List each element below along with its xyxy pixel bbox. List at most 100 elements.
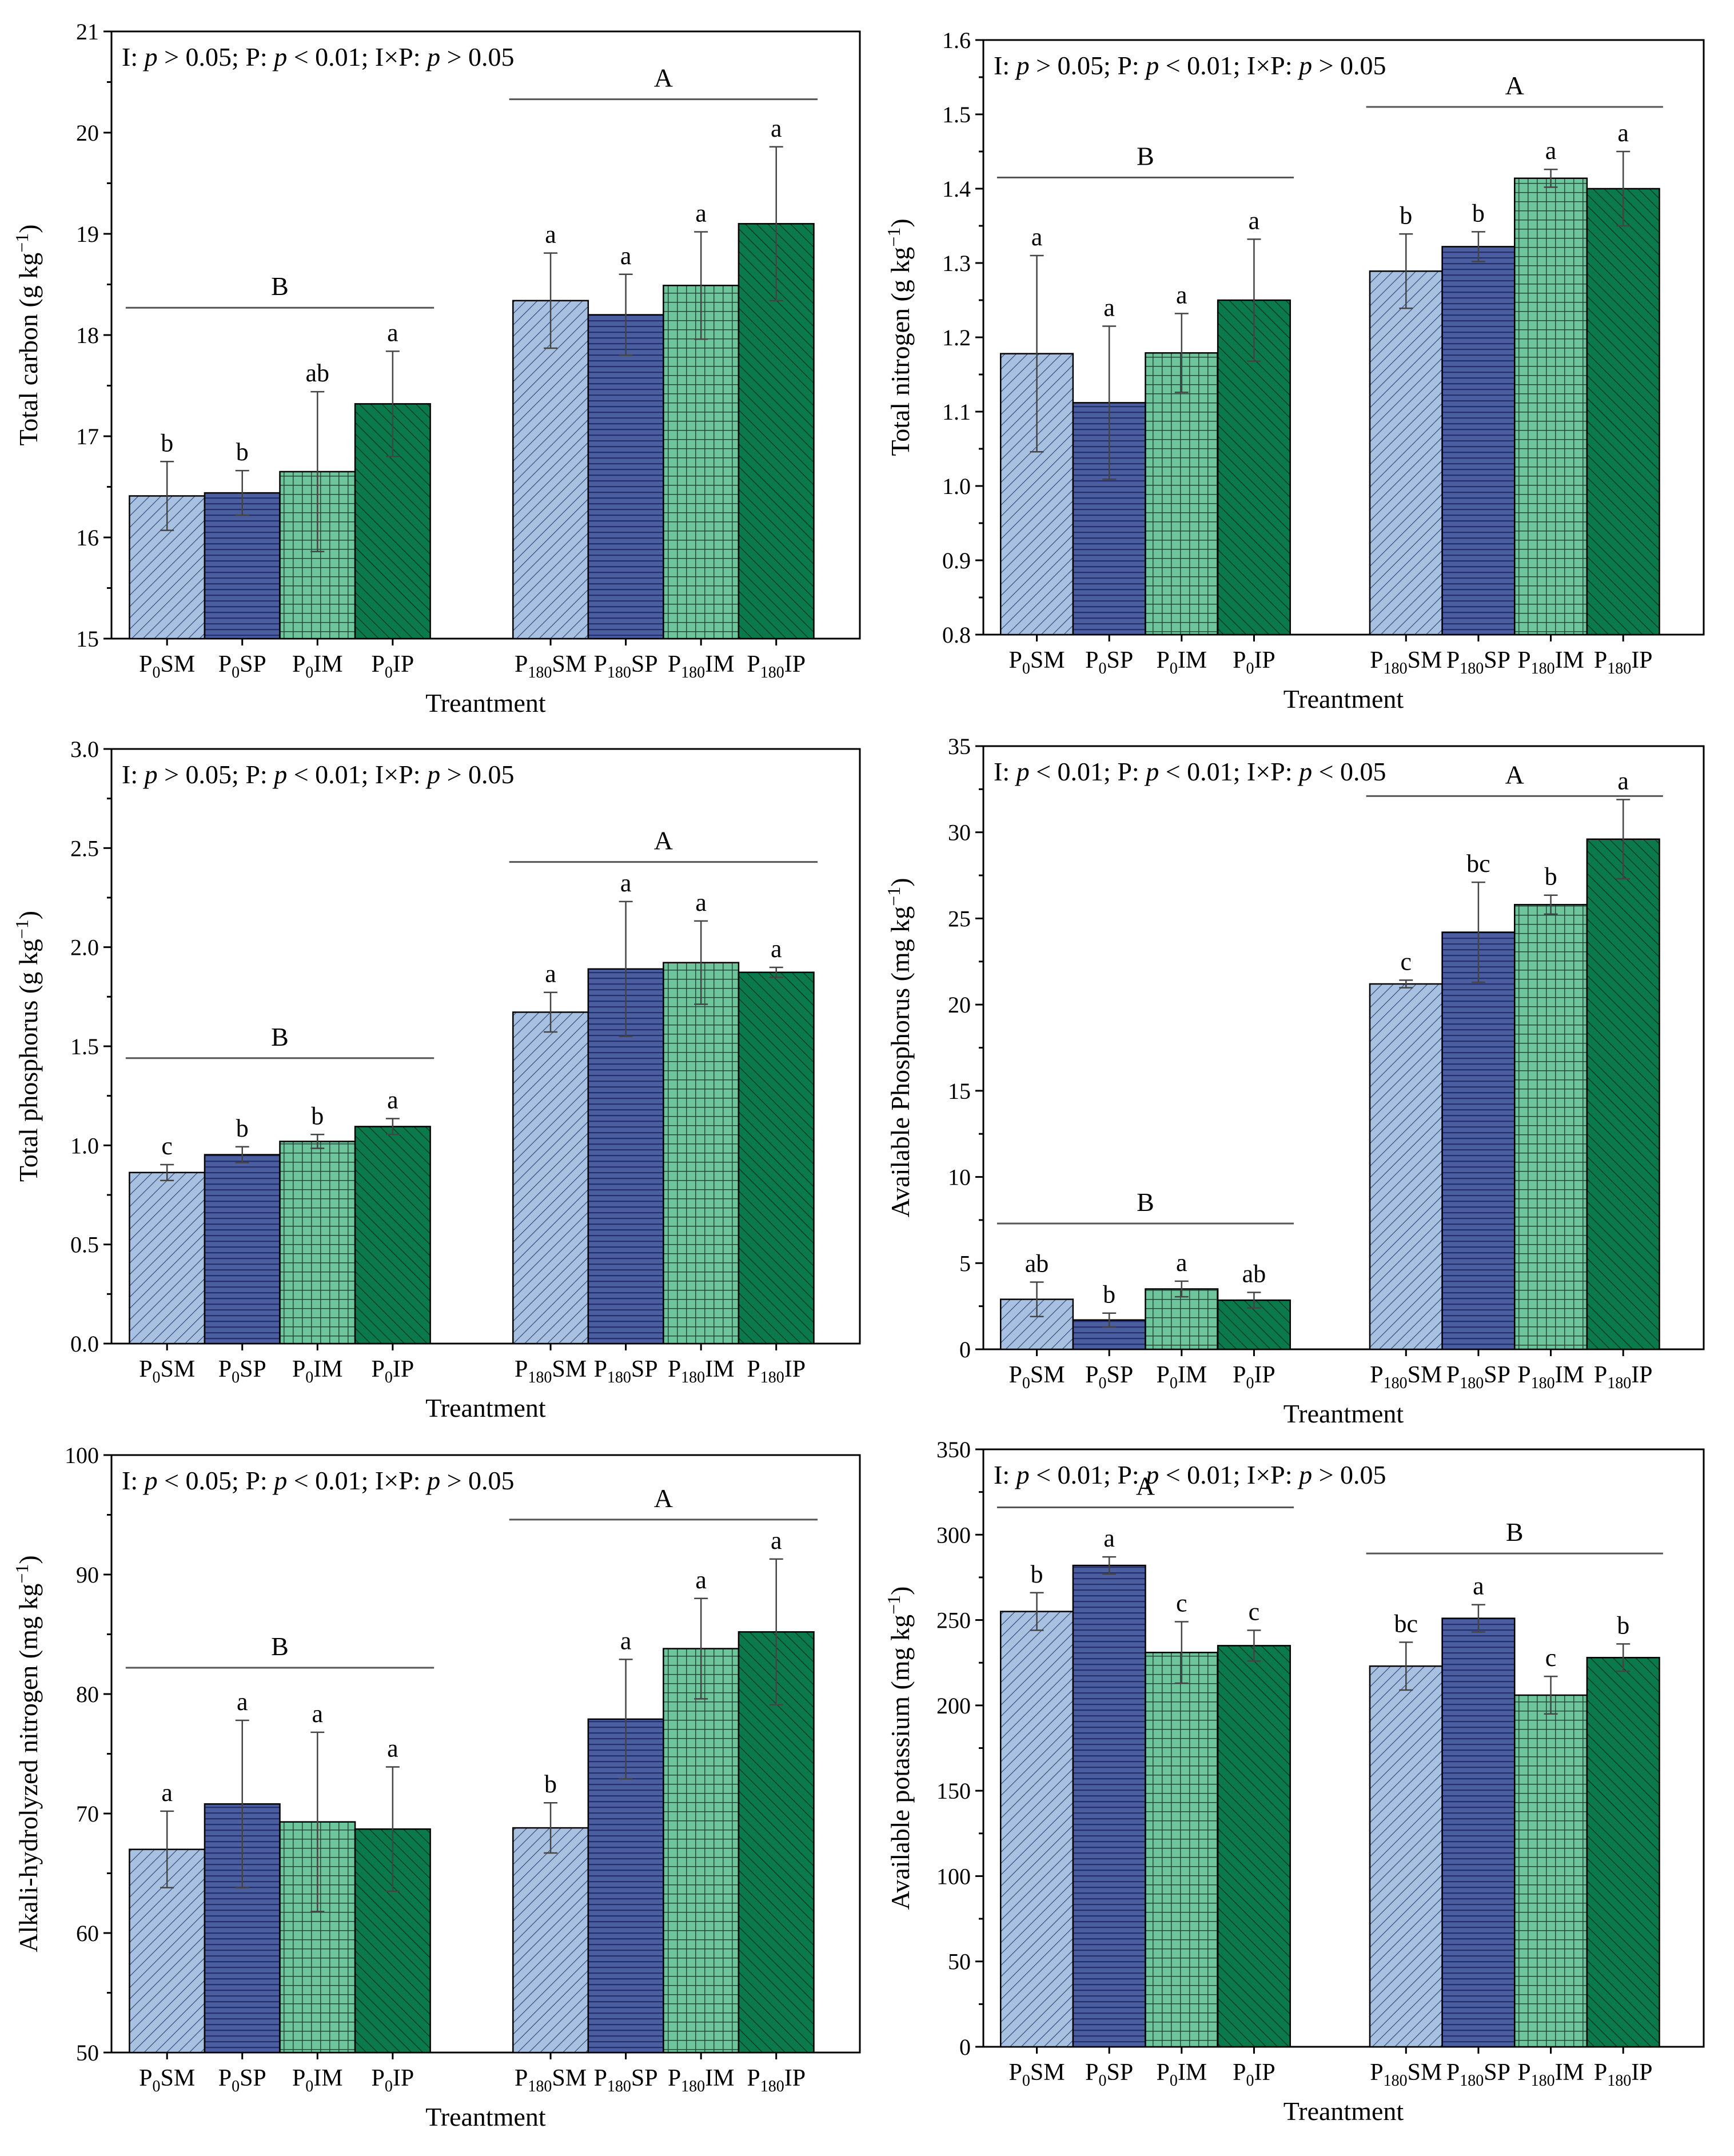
significance-letter: b: [311, 1102, 324, 1130]
y-tick-label: 19: [76, 221, 99, 247]
category-label: P0IP: [1233, 1362, 1275, 1392]
y-tick-label: 0: [959, 1337, 971, 1362]
y-tick-label: 100: [936, 1863, 971, 1889]
category-label: P180SP: [1446, 1362, 1510, 1392]
significance-letter: a: [695, 1566, 707, 1594]
significance-letter: a: [695, 199, 707, 227]
category-label: P180IP: [1594, 647, 1653, 678]
bar-p0im[interactable]: [1145, 352, 1219, 636]
category-label: P180IP: [1594, 1362, 1653, 1392]
bar-p180sp[interactable]: [1441, 246, 1516, 636]
chart-panel-4: 05101520253035abP0SMbP0SPaP0IMabP0IPcP18…: [883, 734, 1705, 1428]
category-label: P0SP: [218, 2065, 266, 2095]
x-axis-label: Treantment: [1283, 2097, 1404, 2126]
stat-annotation: I: p < 0.01; P: p < 0.01; I×P: p > 0.05: [994, 1460, 1386, 1489]
bar-p0im[interactable]: [1145, 1288, 1219, 1350]
significance-letter: a: [1176, 1249, 1187, 1277]
y-tick-label: 0.9: [942, 548, 971, 573]
y-tick-label: 2.0: [70, 935, 99, 961]
category-label: P180SM: [1370, 2059, 1442, 2090]
bar-p0sm[interactable]: [999, 1611, 1074, 2048]
category-label: P180SM: [515, 651, 587, 682]
bar-p180ip[interactable]: [1586, 1657, 1660, 2048]
significance-letter: c: [1176, 1589, 1187, 1617]
y-tick-label: 17: [76, 424, 99, 449]
bar-p180im[interactable]: [1514, 904, 1588, 1350]
significance-letter: a: [1249, 206, 1260, 234]
category-label: P0IM: [292, 1356, 343, 1386]
category-label: P0SM: [139, 1356, 195, 1386]
y-tick-label: 20: [948, 992, 971, 1018]
category-label: P0SP: [218, 1356, 266, 1386]
category-label: P180IM: [668, 1356, 735, 1386]
category-label: P180SP: [1446, 2059, 1510, 2090]
bar-p180sm[interactable]: [1369, 270, 1443, 636]
category-label: P180SP: [594, 2065, 658, 2095]
bar-p0ip[interactable]: [354, 1126, 431, 1345]
y-tick-label: 0.0: [70, 1331, 99, 1357]
group-letter: B: [1137, 142, 1154, 171]
bar-p180sm[interactable]: [512, 1827, 589, 2054]
bar-p180sp[interactable]: [1441, 931, 1516, 1350]
category-label: P0SP: [218, 651, 266, 682]
bar-p180im[interactable]: [1514, 1694, 1588, 2048]
bar-p0sm[interactable]: [129, 1171, 206, 1345]
bar-p0sp[interactable]: [204, 1154, 281, 1345]
bar-p180sm[interactable]: [1369, 1665, 1443, 2048]
y-axis-label: Total carbon (g kg−1): [11, 224, 43, 445]
significance-letter: bc: [1394, 1609, 1418, 1637]
bar-p180ip[interactable]: [1586, 838, 1660, 1350]
group-letter: B: [1506, 1517, 1524, 1547]
significance-letter: a: [161, 1779, 173, 1807]
category-label: P180SM: [515, 2065, 587, 2095]
bar-p180im[interactable]: [663, 1648, 740, 2054]
bar-p180sp[interactable]: [1441, 1617, 1516, 2048]
significance-letter: a: [1103, 294, 1115, 322]
bar-p0sp[interactable]: [204, 492, 281, 640]
bar-p180ip[interactable]: [1586, 188, 1660, 636]
category-label: P180IM: [1517, 647, 1584, 678]
bar-p180sm[interactable]: [512, 300, 589, 640]
bar-p0ip[interactable]: [1217, 1645, 1291, 2048]
bar-p180im[interactable]: [1514, 177, 1588, 636]
group-letter: B: [1137, 1187, 1154, 1217]
bar-p180sm[interactable]: [512, 1011, 589, 1345]
y-tick-label: 1.0: [942, 473, 971, 499]
y-tick-label: 1.0: [70, 1133, 99, 1158]
significance-letter: b: [1545, 863, 1557, 891]
bar-p0im[interactable]: [279, 1141, 356, 1345]
y-tick-label: 80: [76, 1681, 99, 1707]
y-tick-label: 3.0: [70, 736, 99, 762]
bar-p180ip[interactable]: [738, 971, 815, 1345]
y-tick-label: 200: [936, 1693, 971, 1719]
significance-letter: ab: [1025, 1249, 1049, 1277]
group-letter: B: [271, 1022, 289, 1051]
y-tick-label: 5: [959, 1250, 971, 1276]
bar-p180im[interactable]: [663, 285, 740, 640]
bar-p0sp[interactable]: [1072, 1564, 1146, 2048]
significance-letter: a: [387, 318, 398, 346]
y-tick-label: 60: [76, 1920, 99, 1946]
chart-panel-6: 0 50 100 150 200 250 300 350 b P0SM a P0SP c P0IM c P0I…: [883, 1437, 1705, 2126]
bar-p180sm[interactable]: [1369, 983, 1443, 1350]
category-label: P180IM: [1517, 2059, 1584, 2090]
category-label: P180IM: [668, 651, 735, 682]
y-tick-label: 50: [948, 1949, 971, 1975]
bar-p180im[interactable]: [663, 962, 740, 1345]
y-tick-label: 50: [76, 2040, 99, 2066]
x-axis-label: Treantment: [425, 688, 546, 718]
category-label: P0IP: [1233, 2059, 1275, 2090]
y-tick-label: 90: [76, 1562, 99, 1588]
y-tick-label: 1.5: [70, 1034, 99, 1059]
significance-letter: c: [1545, 1644, 1557, 1672]
bar-p0im[interactable]: [1145, 1652, 1219, 2048]
stat-annotation: I: p < 0.05; P: p < 0.01; I×P: p > 0.05: [122, 1466, 515, 1495]
bar-p180sp[interactable]: [587, 314, 664, 640]
category-label: P180SP: [594, 651, 658, 682]
category-label: P0SP: [1085, 1362, 1133, 1392]
group-letter: A: [654, 63, 673, 93]
y-axis-label: Available Phosphorus (mg kg−1): [883, 878, 915, 1217]
significance-letter: a: [1473, 1572, 1484, 1600]
category-label: P0IP: [371, 651, 414, 682]
